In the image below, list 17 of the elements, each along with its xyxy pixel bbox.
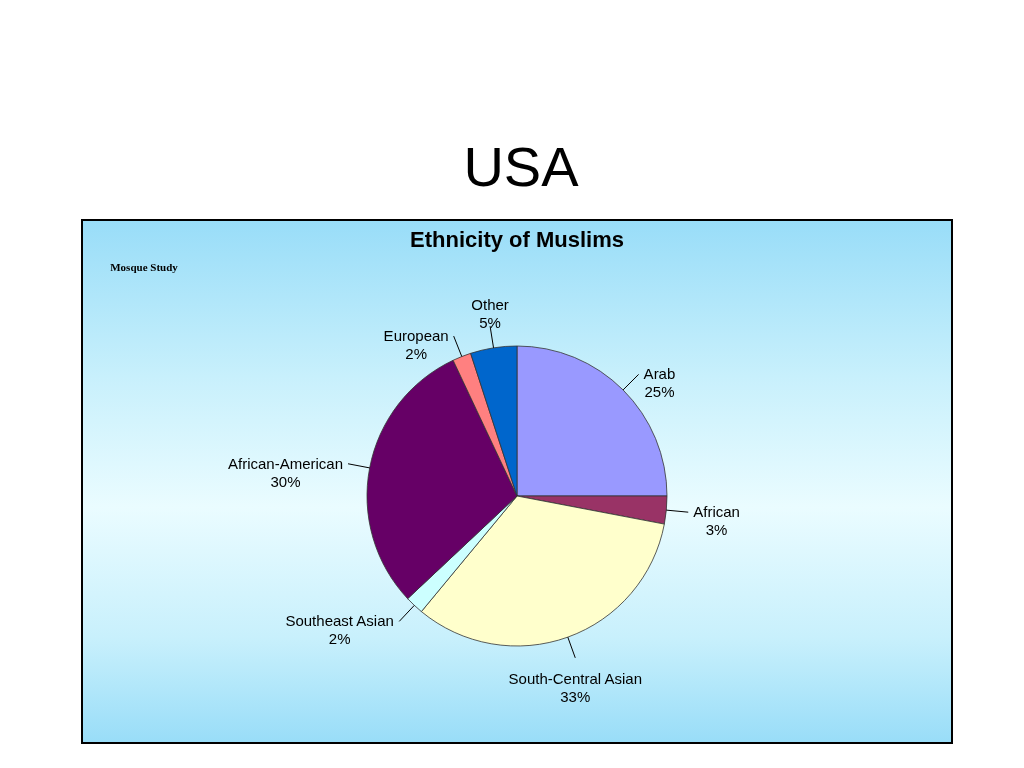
slice-label: European <box>383 327 449 345</box>
text: Mosque Study <box>110 261 179 273</box>
slice-label: Arab <box>643 365 676 383</box>
data-label: 2% <box>405 345 427 363</box>
data-label: 5% <box>479 314 501 332</box>
data-label: 2% <box>328 630 351 648</box>
chart-title: USA <box>463 134 579 200</box>
slice-label: Southeast Asian <box>285 612 394 630</box>
data-label: 30% <box>270 472 301 490</box>
slice-label: African <box>693 503 740 521</box>
data-label: 33% <box>560 687 591 705</box>
chart-subtitle: Ethnicity of Muslims <box>410 227 624 252</box>
slice-label: African-American <box>228 454 344 472</box>
data-label: 25% <box>644 383 675 401</box>
slice-label: South-Central Asian <box>508 669 642 687</box>
slice-label: Other <box>471 296 509 314</box>
data-label: 3% <box>705 521 728 539</box>
